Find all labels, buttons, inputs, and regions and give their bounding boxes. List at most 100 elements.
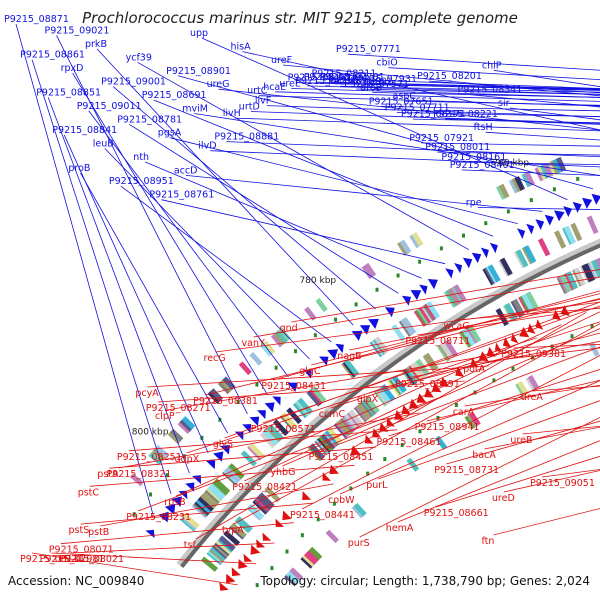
forward-gene-label: hisA (231, 42, 252, 53)
forward-gene-label: sir (498, 98, 510, 109)
inner-color-track-block (289, 567, 304, 581)
reverse-gene-label: P9215_08661 (424, 508, 489, 519)
inner-color-track-block (308, 546, 323, 561)
reverse-color-track-block (392, 375, 407, 393)
callout-line (185, 175, 543, 212)
forward-color-track-block (207, 484, 225, 501)
callout-line (397, 440, 600, 523)
reverse-gene-track-arrow (527, 323, 536, 334)
forward-color-track-block (426, 301, 441, 319)
reverse-color-track-block (380, 384, 396, 402)
reverse-color-track-block (327, 427, 343, 445)
callout-line (347, 53, 600, 71)
callout-line (359, 417, 600, 538)
callout-line (339, 380, 600, 495)
inner-marker-track-tick (418, 429, 422, 434)
callout-line (177, 75, 594, 190)
callout-line (275, 91, 600, 102)
reverse-color-track-block (223, 530, 241, 547)
reverse-gene-label: purS (348, 538, 370, 549)
reverse-gene-label: glpX (357, 394, 379, 405)
inner-marker-track-tick (349, 486, 353, 491)
reverse-gene-label: ureD (492, 493, 515, 504)
reverse-gene-label: nagB (337, 351, 361, 362)
inner-color-track (284, 342, 600, 587)
reverse-gene-label: P9215_08421 (232, 482, 297, 493)
callout-line (47, 97, 190, 474)
outer-color-track-block (315, 298, 328, 313)
callout-line (484, 426, 600, 450)
callout-line (224, 301, 600, 439)
callout-line (330, 321, 600, 409)
forward-gene-label: nth (133, 152, 149, 163)
forward-gene-track-arrow (319, 356, 329, 366)
callout-line (282, 64, 600, 97)
forward-gene-label: P9215_08901 (166, 66, 231, 77)
outer-color-track-block (409, 233, 421, 249)
accession-text: Accession: NC_009840 (8, 574, 145, 588)
reverse-gene-label: vanY (242, 338, 265, 349)
forward-gene-track-arrow (554, 210, 565, 222)
reverse-gene-label: ureA (521, 392, 544, 403)
forward-gene-label: P9215_09021 (45, 25, 110, 36)
callout-line (380, 106, 600, 112)
callout-line (331, 81, 600, 90)
outer-marker-track-tick (354, 302, 358, 307)
reverse-color-track-block (256, 494, 273, 511)
reverse-gene-label: ccmC (319, 409, 346, 420)
callout-line (195, 311, 587, 540)
outer-marker-track-tick (294, 349, 297, 354)
forward-color-track-block (264, 427, 281, 445)
reverse-gene-label: P9215_07981 (40, 554, 105, 565)
forward-color-track-block (523, 245, 537, 264)
outer-marker-track-tick (576, 176, 580, 181)
callout-line (138, 396, 443, 512)
callout-line (109, 446, 376, 469)
reverse-gene-label: ureB (510, 435, 532, 446)
forward-gene-track-arrow (165, 503, 176, 515)
forward-color-track-block (228, 463, 245, 480)
reverse-gene-track-arrow (511, 333, 519, 344)
reverse-color-track-block (525, 291, 539, 310)
callout-line (205, 298, 600, 396)
callout-line (417, 307, 600, 336)
callout-line (104, 148, 310, 360)
forward-gene-track-arrow (480, 247, 489, 259)
forward-gene-track-arrow (544, 214, 554, 226)
forward-gene-track-arrow (445, 268, 454, 279)
forward-gene-track-arrow (410, 290, 422, 301)
reverse-gene-label: P9215_08071 (49, 545, 114, 556)
reverse-gene-label: P9215_08251 (117, 452, 182, 463)
forward-color-track-block (344, 359, 360, 377)
forward-gene-label: prkB (85, 39, 107, 50)
reverse-gene-label: typA (222, 525, 244, 536)
callout-line (176, 324, 562, 497)
reverse-gene-track-arrow (302, 491, 312, 500)
outer-marker-track-tick (132, 512, 136, 517)
inner-marker-track-tick (590, 324, 594, 329)
outer-color-track-block (262, 340, 276, 355)
reverse-gene-label: P9215_08431 (261, 381, 326, 392)
forward-gene-label: P9215_08181 (288, 73, 353, 84)
forward-gene-track-arrow (257, 410, 266, 420)
callout-line (215, 301, 600, 353)
callout-line (210, 150, 600, 168)
outer-marker-track-tick (313, 333, 317, 338)
reverse-color-track-block (461, 328, 476, 347)
reverse-color-track-block (444, 339, 459, 358)
reverse-gene-label: pstA (97, 469, 119, 480)
forward-gene-label: mviM (182, 104, 208, 115)
outer-color-track-block (364, 262, 377, 278)
forward-gene-label: proB (68, 163, 90, 174)
forward-gene-track-arrow (327, 349, 338, 360)
outer-color-track-block (169, 428, 184, 442)
callout-line (88, 110, 289, 378)
outer-color-track-block (399, 239, 412, 255)
reverse-gene-label: tsf (184, 540, 197, 551)
forward-gene-label: P9215_08871 (4, 14, 69, 25)
outer-color-track-block (514, 176, 526, 191)
inner-marker-track-tick (492, 378, 496, 383)
reverse-color-track-block (595, 257, 600, 277)
forward-color-track-block (570, 222, 583, 242)
inner-color-track-block (527, 374, 540, 390)
